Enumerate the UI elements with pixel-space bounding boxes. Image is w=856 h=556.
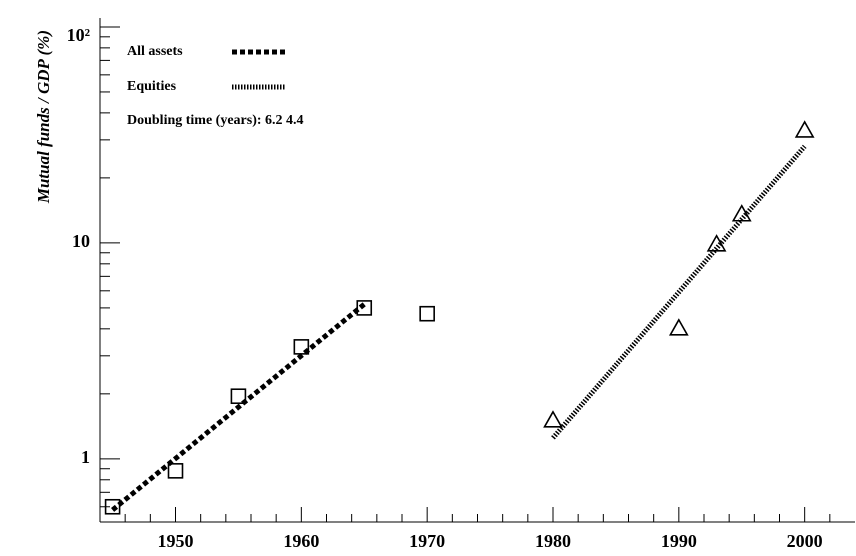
square-marker bbox=[419, 305, 435, 322]
y-tick-label: 10² bbox=[67, 25, 90, 45]
fit-line bbox=[551, 144, 807, 440]
triangle-marker bbox=[668, 318, 689, 336]
x-tick-label: 1970 bbox=[409, 531, 445, 551]
legend-label: Equities bbox=[127, 79, 177, 94]
square-marker bbox=[167, 463, 184, 479]
fit-line bbox=[111, 302, 366, 512]
y-axis-label: Mutual funds / GDP (%) bbox=[34, 30, 53, 204]
triangle-marker bbox=[794, 120, 815, 138]
square-marker bbox=[293, 339, 310, 355]
x-tick-label: 2000 bbox=[787, 531, 823, 551]
annotation: Doubling time (years): 6.2 4.4 bbox=[127, 113, 304, 128]
x-tick-label: 1990 bbox=[661, 531, 697, 551]
square-marker bbox=[356, 300, 373, 316]
square-marker bbox=[104, 498, 121, 515]
triangle-marker bbox=[731, 204, 752, 222]
triangle-marker bbox=[706, 234, 727, 252]
x-tick-label: 1960 bbox=[283, 531, 319, 551]
x-tick-label: 1950 bbox=[158, 531, 194, 551]
y-tick-label: 1 bbox=[81, 447, 90, 467]
triangle-marker bbox=[543, 410, 563, 428]
square-marker bbox=[230, 388, 247, 405]
x-tick-label: 1980 bbox=[535, 531, 571, 551]
y-tick-label: 10 bbox=[72, 231, 90, 251]
legend-label: All assets bbox=[127, 44, 183, 59]
